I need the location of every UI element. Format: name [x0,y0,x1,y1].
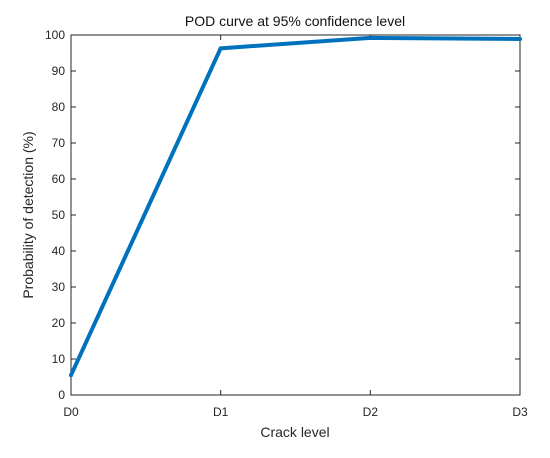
x-tick-label: D1 [213,405,229,419]
y-tick-label: 20 [52,316,66,330]
data-point [69,373,73,378]
y-tick-label: 10 [52,352,66,366]
y-tick-label: 30 [52,280,66,294]
y-tick-label: 70 [52,136,66,150]
chart-title: POD curve at 95% confidence level [185,13,405,29]
data-point [518,36,522,41]
plot-area [70,34,521,396]
y-tick-label: 90 [52,64,66,78]
y-tick-label: 0 [58,388,65,402]
series-layer [69,35,522,378]
y-axis-label: Probability of detection (%) [20,131,36,298]
x-tick-label: D3 [512,405,528,419]
y-tick-label: 40 [52,244,66,258]
data-point [368,35,373,40]
x-tick-label: D0 [63,405,79,419]
y-tick-label: 80 [52,100,66,114]
y-tick-label: 60 [52,172,66,186]
y-tick-label: 100 [45,28,65,42]
x-axis: D0 D1 D2 D3 [63,35,528,419]
x-tick-label: D2 [363,405,379,419]
y-tick-label: 50 [52,208,66,222]
y-axis: 0 10 20 30 40 50 60 70 80 90 100 [45,28,520,402]
series-line [69,35,521,377]
x-axis-label: Crack level [260,424,329,440]
data-point [218,46,223,51]
